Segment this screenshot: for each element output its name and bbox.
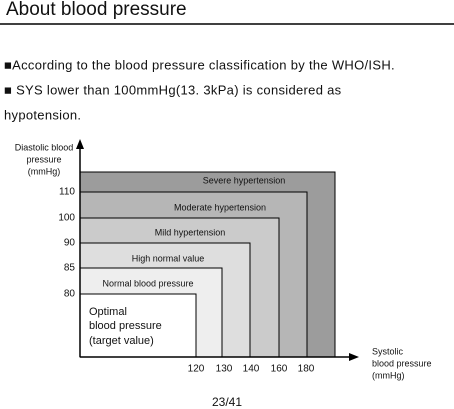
x-tick-label: 180 (298, 364, 315, 375)
paragraph: ■ SYS lower than 100mmHg(13. 3kPa) is co… (4, 82, 342, 97)
y-tick-label: 85 (64, 263, 76, 274)
zone-label: Normal blood pressure (102, 278, 193, 288)
y-tick-label: 110 (59, 187, 75, 198)
y-axis-label: pressure (26, 154, 61, 164)
zone-label: Mild hypertension (155, 227, 226, 237)
zones (79, 171, 336, 358)
optimal-label: Optimal (89, 306, 127, 318)
x-axis-label: blood pressure (372, 358, 432, 368)
x-tick-label: 130 (216, 364, 233, 375)
zone-label: Severe hypertension (203, 175, 286, 185)
page-number: 23/41 (212, 395, 242, 409)
y-axis-label: Diastolic blood (15, 142, 74, 152)
y-tick-label: 80 (64, 289, 76, 300)
optimal-label: blood pressure (89, 320, 162, 332)
x-arrow (349, 353, 359, 361)
y-tick-label: 100 (58, 213, 75, 224)
x-tick-label: 120 (188, 364, 205, 375)
y-tick-label: 90 (64, 238, 76, 249)
y-axis-label: (mmHg) (28, 166, 61, 176)
y-arrow (76, 139, 84, 149)
paragraph: ■According to the blood pressure classif… (4, 57, 395, 72)
x-tick-label: 160 (271, 364, 288, 375)
optimal-label: (target value) (89, 335, 154, 347)
x-tick-label: 140 (243, 364, 260, 375)
zone-label: Moderate hypertension (174, 202, 266, 212)
paragraph: hypotension. (4, 107, 81, 122)
zone-optimal (79, 293, 197, 358)
x-axis-label: (mmHg) (372, 370, 405, 380)
x-axis-label: Systolic (372, 346, 404, 356)
title: About blood pressure (6, 0, 187, 20)
zone-label: High normal value (132, 253, 205, 263)
